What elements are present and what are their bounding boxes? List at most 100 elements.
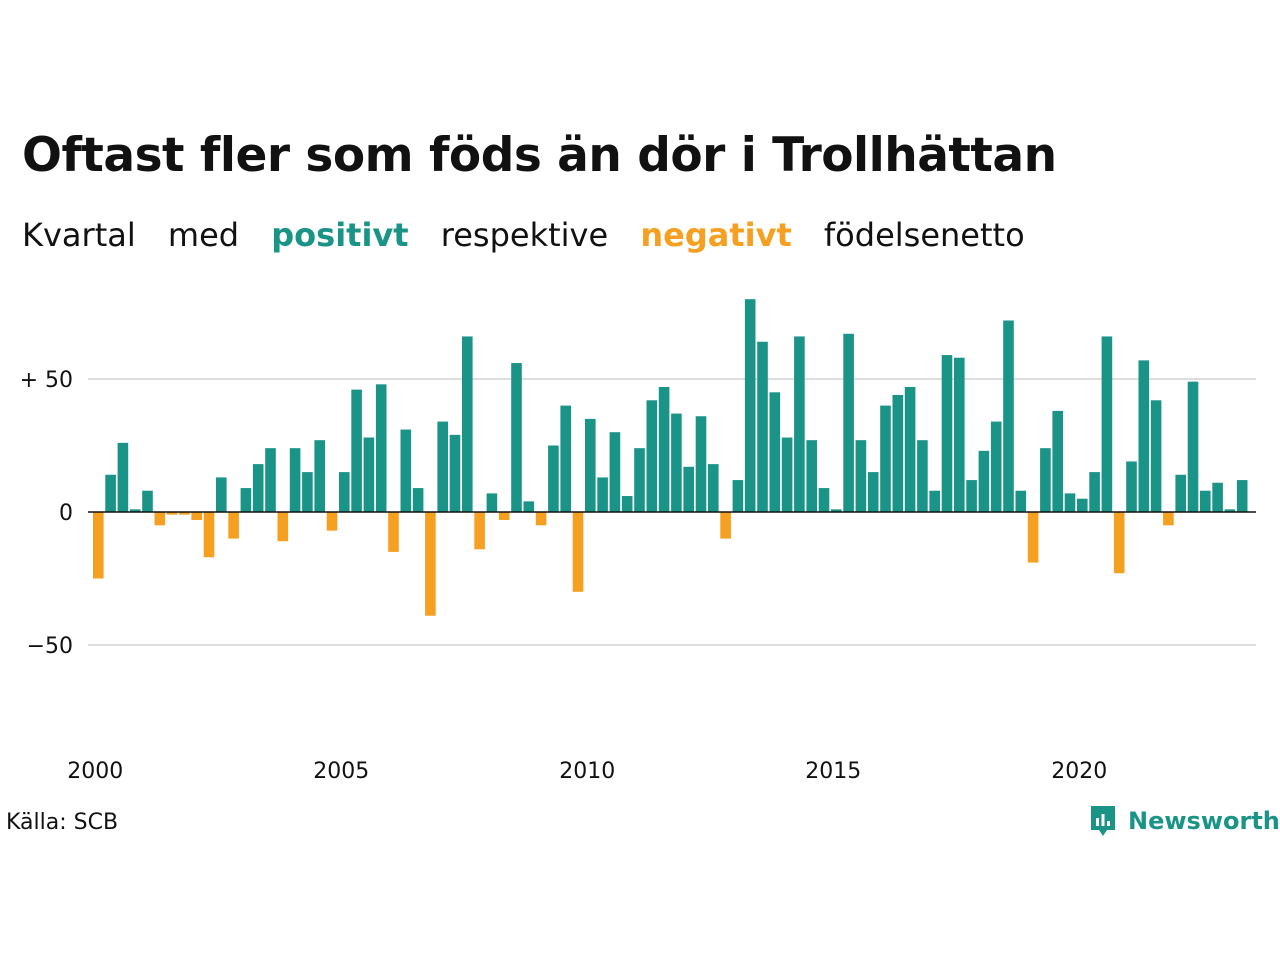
bar	[941, 355, 953, 512]
bar	[560, 405, 571, 512]
bar	[203, 512, 215, 558]
bar	[1015, 490, 1027, 512]
bar	[658, 386, 670, 512]
bar	[597, 477, 608, 512]
bar	[1163, 512, 1174, 526]
bar	[1212, 482, 1223, 512]
bar	[1187, 381, 1199, 512]
bar	[892, 394, 904, 512]
bar	[1003, 320, 1014, 512]
bar	[683, 466, 694, 512]
bar	[585, 418, 596, 512]
bar	[314, 440, 325, 512]
y-tick-label: + 50	[20, 368, 73, 393]
x-tick-label: 2010	[559, 759, 615, 784]
bar	[486, 493, 498, 512]
bar	[154, 512, 166, 526]
x-tick-label: 2005	[313, 759, 369, 784]
x-tick-label: 2015	[805, 759, 861, 784]
subtitle-negative: negativt	[640, 216, 792, 254]
bar	[511, 363, 522, 512]
bar	[744, 299, 756, 512]
x-tick-label: 2020	[1051, 759, 1107, 784]
bar	[732, 480, 744, 512]
bar	[1224, 509, 1236, 512]
bar	[252, 464, 264, 512]
bar	[646, 400, 658, 512]
bar	[400, 429, 412, 512]
bar	[818, 488, 830, 512]
bar	[1150, 400, 1162, 512]
bar	[978, 450, 990, 512]
bar	[1101, 336, 1113, 512]
bar	[216, 477, 227, 512]
bar	[634, 448, 645, 512]
bar	[474, 512, 485, 550]
source-note: Källa: SCB	[6, 810, 119, 835]
bar	[277, 512, 289, 542]
bar	[425, 512, 436, 616]
bar	[769, 392, 781, 512]
bar	[990, 421, 1002, 512]
bar	[954, 357, 965, 512]
bar	[179, 512, 190, 515]
chart-title: Oftast fler som föds än dör i Trollhätta…	[22, 128, 1057, 183]
x-tick-label: 2000	[67, 759, 123, 784]
bar	[1236, 480, 1248, 512]
bar	[609, 432, 621, 512]
bar	[548, 445, 559, 512]
bar	[917, 440, 928, 512]
bar	[265, 448, 276, 512]
bar	[326, 512, 338, 531]
bar	[1089, 472, 1100, 512]
bar	[1077, 498, 1088, 512]
bar	[621, 496, 633, 512]
bar	[535, 512, 547, 526]
subtitle-positive: positivt	[271, 216, 409, 254]
brand-logo: Newsworthy	[1088, 803, 1280, 839]
bar	[1064, 493, 1076, 512]
bar	[363, 437, 375, 512]
subtitle-part-4: födelsenetto	[823, 216, 1025, 254]
bar	[781, 437, 793, 512]
bar	[191, 512, 202, 520]
bar	[1138, 360, 1150, 512]
bar	[462, 336, 473, 512]
bar	[412, 488, 424, 512]
bar	[523, 501, 535, 512]
brand-name: Newsworthy	[1128, 807, 1280, 835]
bar	[904, 386, 916, 512]
bar	[142, 490, 153, 512]
bar	[1040, 448, 1051, 512]
bar	[240, 488, 252, 512]
chart-subtitle: Kvartal med positivt respektive negativt…	[22, 216, 1047, 254]
y-tick-label: −50	[27, 634, 73, 659]
bar	[671, 413, 682, 512]
bar	[498, 512, 510, 520]
bar	[437, 421, 448, 512]
newsworthy-logo-icon	[1091, 806, 1115, 836]
bar	[720, 512, 731, 539]
bar	[166, 512, 178, 515]
bar	[388, 512, 399, 552]
bar	[351, 389, 362, 512]
subtitle-part-2: med	[167, 216, 240, 254]
bar	[806, 440, 817, 512]
bar	[375, 384, 387, 512]
bar	[449, 434, 461, 512]
bar	[867, 472, 879, 512]
bar-chart: + 50 0 −50 2000 2005 2010 2015 2020	[20, 299, 1256, 784]
bar	[855, 440, 867, 512]
bar	[105, 474, 116, 512]
bar	[929, 490, 940, 512]
bar	[93, 512, 104, 579]
bar	[1126, 461, 1137, 512]
bar	[1113, 512, 1125, 574]
subtitle-part-3: respektive	[440, 216, 609, 254]
bar	[1200, 490, 1211, 512]
bar	[843, 333, 854, 512]
y-tick-label: 0	[59, 501, 73, 526]
bar	[572, 512, 584, 592]
bar	[339, 472, 350, 512]
bar	[880, 405, 891, 512]
